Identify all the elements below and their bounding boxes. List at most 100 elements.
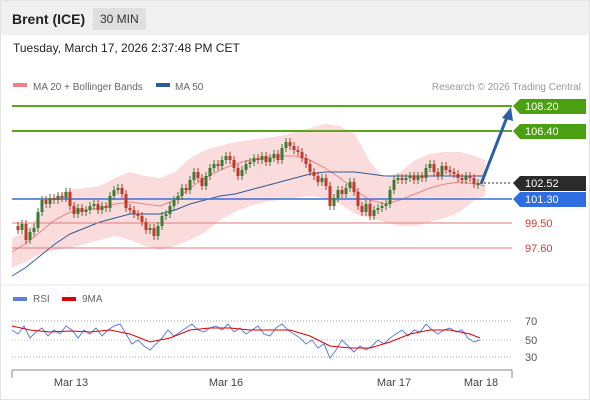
candle-body: [196, 172, 200, 178]
candle-body: [112, 190, 116, 196]
price-tag-r1: 106.40: [513, 124, 586, 139]
candle-body: [212, 164, 216, 168]
candle-body: [236, 168, 240, 176]
candle-body: [204, 176, 208, 186]
candle-body: [68, 192, 72, 206]
candle-body: [276, 154, 280, 160]
candle-body: [304, 158, 308, 164]
candle-body: [20, 224, 24, 230]
candle-body: [160, 216, 164, 226]
price-tag-r2-text: 108.20: [525, 101, 559, 113]
rsi-ma-legend-label: 9MA: [82, 294, 103, 305]
candle-body: [416, 176, 420, 180]
candle-body: [472, 178, 476, 184]
candle-body: [248, 162, 252, 164]
rsi-legend-label: RSI: [33, 294, 50, 305]
candle-body: [340, 190, 344, 194]
rsi-axis-70: 70: [525, 316, 537, 328]
rsi-axis-30: 30: [525, 352, 537, 364]
chart-header: Brent (ICE) 30 MIN: [1, 1, 589, 35]
candle-body: [436, 172, 440, 176]
x-axis-label-mar16: Mar 16: [209, 377, 243, 389]
price-tag-last-text: 102.52: [525, 178, 559, 190]
candle-body: [144, 222, 148, 230]
candle-body: [120, 188, 124, 194]
candle-body: [104, 206, 108, 208]
rsi-line: [11, 323, 481, 359]
candle-body: [288, 142, 292, 146]
candle-body: [372, 210, 376, 216]
candle-body: [396, 178, 400, 180]
candle-body: [32, 228, 36, 232]
x-axis-label-mar13: Mar 13: [54, 377, 88, 389]
candle-body: [264, 156, 268, 162]
candle-body: [252, 158, 256, 162]
candle-body: [172, 200, 176, 206]
candle-body: [296, 150, 300, 152]
ma50-legend-label: MA 50: [175, 82, 204, 93]
candle-body: [232, 160, 236, 168]
candle-body: [316, 176, 320, 182]
candle-body: [444, 166, 448, 170]
candle-body: [456, 174, 460, 178]
candle-body: [476, 183, 480, 185]
candle-body: [272, 154, 276, 158]
price-tag-s1-text: 99.50: [525, 218, 553, 230]
candle-body: [56, 196, 60, 200]
candle-body: [48, 198, 52, 204]
candle-body: [164, 214, 168, 216]
candle-body: [384, 204, 388, 206]
candle-body: [200, 178, 204, 186]
candle-body: [368, 204, 372, 216]
candle-body: [280, 148, 284, 160]
rsi-ma-legend-swatch: [62, 297, 76, 301]
candle-body: [352, 182, 356, 192]
candle-body: [52, 198, 56, 200]
candle-body: [328, 186, 332, 206]
candle-body: [228, 156, 232, 160]
price-tag-r2: 108.20: [513, 99, 586, 114]
candle-body: [28, 232, 32, 240]
candle-body: [392, 180, 396, 190]
timeframe-button[interactable]: 30 MIN: [93, 8, 146, 30]
candle-body: [400, 178, 404, 180]
candle-body: [92, 204, 96, 206]
bollinger-legend-label: MA 20 + Bollinger Bands: [33, 82, 143, 93]
candle-body: [216, 164, 220, 166]
bollinger-band: [12, 124, 485, 268]
candle-body: [176, 196, 180, 200]
candle-body: [184, 188, 188, 190]
candle-body: [360, 206, 364, 212]
rsi-axis-50: 50: [525, 335, 537, 347]
x-axis-label-mar18: Mar 18: [464, 377, 498, 389]
candle-body: [84, 210, 88, 212]
candle-body: [424, 168, 428, 178]
candle-body: [388, 190, 392, 204]
candle-body: [404, 178, 408, 180]
candle-body: [188, 180, 192, 190]
candle-body: [244, 164, 248, 170]
x-axis-label-mar17: Mar 17: [377, 377, 411, 389]
candle-body: [452, 172, 456, 174]
candle-body: [292, 146, 296, 150]
candle-body: [88, 206, 92, 210]
candle-body: [464, 176, 468, 180]
candle-body: [132, 210, 136, 214]
candle-body: [192, 172, 196, 180]
candle-body: [344, 188, 348, 194]
candle-body: [156, 226, 160, 236]
copyright-text: Research © 2026 Trading Central: [432, 82, 581, 93]
price-tag-pivot: 101.30: [513, 192, 586, 207]
candle-body: [308, 164, 312, 172]
candle-body: [468, 176, 472, 178]
candle-body: [356, 192, 360, 206]
candle-body: [64, 192, 68, 198]
candle-body: [268, 158, 272, 162]
candle-body: [148, 228, 152, 230]
candle-body: [420, 176, 424, 178]
candle-body: [40, 200, 44, 212]
candle-body: [224, 156, 228, 160]
candle-body: [152, 228, 156, 236]
candle-body: [180, 188, 184, 196]
candle-body: [324, 178, 328, 186]
